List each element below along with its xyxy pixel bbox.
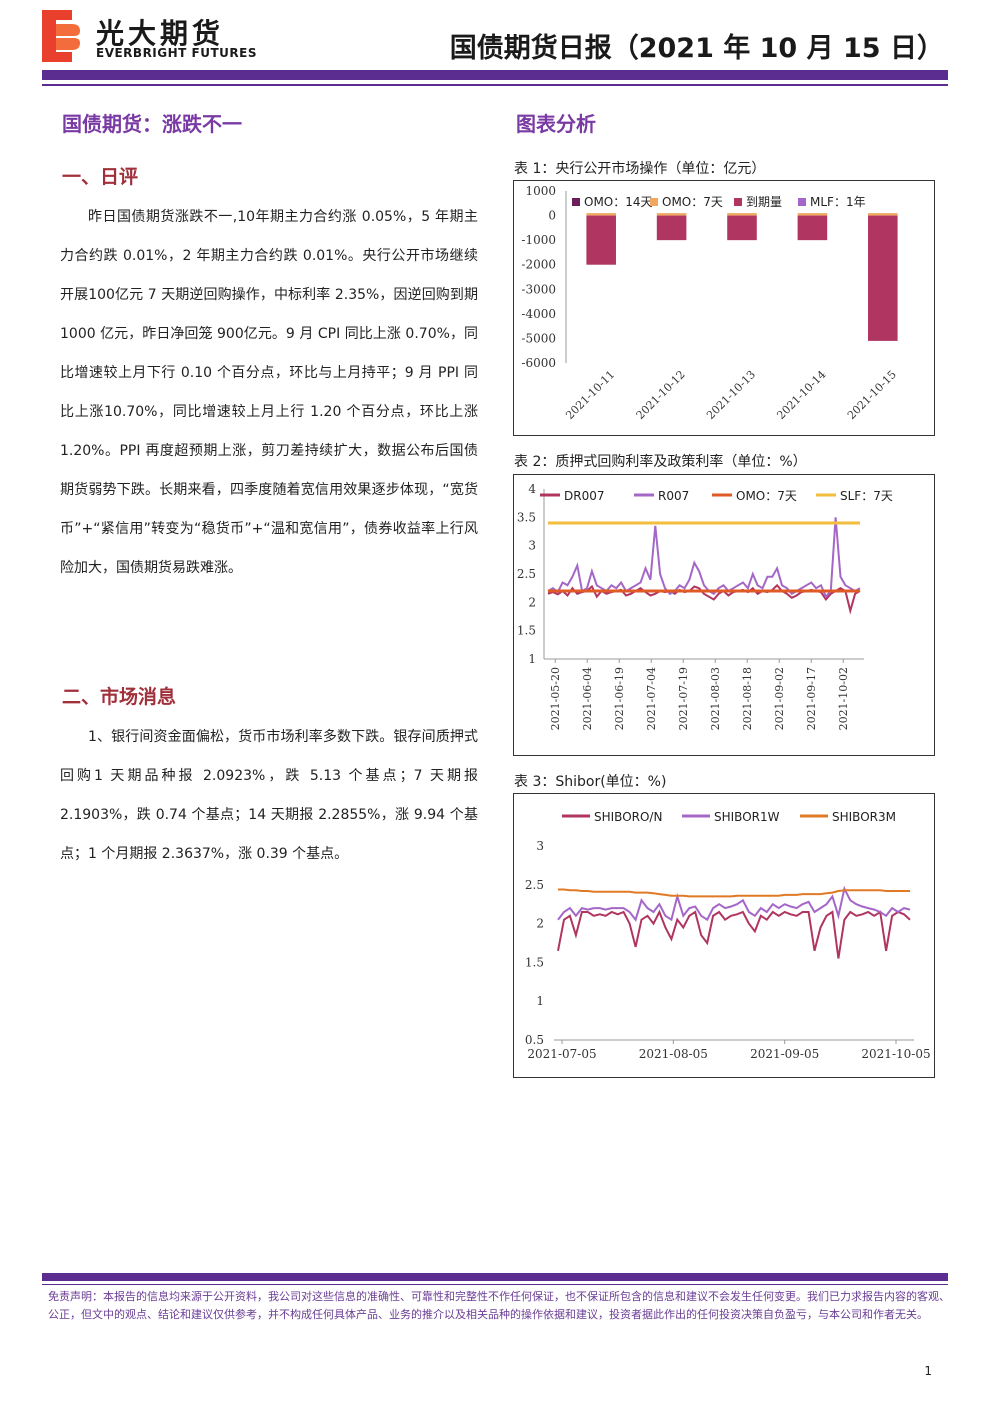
chart2-y-tick-label: 2 [528, 595, 536, 609]
chart2-x-tick-label: 2021-06-19 [613, 667, 626, 730]
chart1-bar [868, 213, 898, 216]
chart3-y-tick-label: 1 [536, 994, 544, 1008]
header-divider-bar [42, 70, 948, 80]
chart3-y-tick-label: 2.5 [525, 878, 544, 892]
chart2-x-tick-label: 2021-07-04 [645, 667, 658, 730]
chart3-y-tick-label: 1.5 [525, 955, 544, 969]
logo-english-name: EVERBRIGHT FUTURES [96, 46, 257, 60]
chart2-x-tick-label: 2021-05-20 [549, 667, 562, 730]
chart2-y-tick-label: 3.5 [517, 510, 536, 524]
chart1-legend-label: OMO：14天 [584, 195, 653, 209]
chart3-legend-label: SHIBOR1W [714, 810, 780, 824]
chart2-x-tick-label: 2021-06-04 [581, 667, 594, 730]
chart1-y-tick-label: -1000 [521, 233, 556, 247]
chart3-legend-label: SHIBORO/N [594, 810, 662, 824]
chart-analysis-title: 图表分析 [516, 112, 596, 136]
chart2-legend-label: OMO：7天 [736, 489, 797, 503]
chart1-bar [797, 215, 828, 241]
chart2-repo-policy-rates: 4 3.5 3 2.5 2 1.5 1 2021-05-20 2021-06-04 2021-06… [513, 474, 935, 756]
chart1-bar [656, 215, 687, 241]
chart3-x-tick-label: 2021-10-05 [861, 1047, 930, 1061]
chart3-shibor: 3 2.5 2 1.5 1 0.5 2021-07-05 2021-08-05 2021-09-… [513, 793, 935, 1078]
chart2-y-tick-label: 2.5 [517, 567, 536, 581]
chart3-series-line [557, 909, 911, 959]
market-news-text: 1、银行间资金面偏松，货币市场利率多数下跌。银存间质押式回购1 天期品种报 2.… [60, 729, 478, 862]
chart2-x-tick-label: 2021-09-17 [805, 667, 818, 730]
daily-review-text: 昨日国债期货涨跌不一,10年期主力合约涨 0.05%，5 年期主力合约跌 0.0… [60, 209, 478, 576]
chart2-caption: 表 2：质押式回购利率及政策利率（单位：%） [514, 454, 807, 470]
chart1-legend-label: 到期量 [746, 195, 782, 209]
chart1-y-tick-label: 1000 [525, 184, 556, 198]
chart2-legend-label: DR007 [564, 489, 604, 503]
chart1-bar [727, 213, 757, 216]
chart2-legend-label: R007 [658, 489, 689, 503]
page-number: 1 [924, 1364, 932, 1378]
chart1-svg: 1000 0 -1000 -2000 -3000 -4000 -5000 -6000 2021-… [521, 184, 899, 422]
chart1-x-tick-label: 2021-10-12 [634, 368, 688, 422]
chart1-legend-swatch [734, 198, 742, 206]
chart3-x-tick-label: 2021-07-05 [527, 1047, 596, 1061]
chart2-x-tick-label: 2021-08-18 [741, 667, 754, 730]
chart3-legend-label: SHIBOR3M [832, 810, 896, 824]
report-title: 国债期货日报（2021 年 10 月 15 日） [449, 33, 944, 64]
footer-divider-bar [42, 1273, 948, 1281]
chart1-bar [586, 215, 616, 265]
chart2-y-tick-label: 3 [528, 539, 536, 553]
chart3-x-tick-label: 2021-08-05 [639, 1047, 708, 1061]
chart1-bar [797, 213, 828, 216]
section-market-news-title: 二、市场消息 [62, 686, 177, 708]
chart1-y-tick-label: -4000 [521, 307, 556, 321]
chart1-legend-swatch [572, 198, 580, 206]
disclaimer-text: 免责声明：本报告的信息均来源于公开资料，我公司对这些信息的准确性、可靠性和完整性… [48, 1290, 950, 1321]
chart1-bar [586, 213, 616, 216]
chart1-legend-swatch [650, 198, 658, 206]
chart3-y-tick-label: 2 [536, 917, 544, 931]
chart2-legend-label: SLF：7天 [840, 489, 893, 503]
chart1-y-tick-label: -6000 [521, 356, 556, 370]
chart3-y-tick-label: 0.5 [525, 1033, 544, 1047]
chart2-x-tick-label: 2021-09-02 [773, 667, 786, 730]
chart1-legend-label: MLF：1年 [810, 195, 866, 209]
logo-chinese-name: 光大期货 [96, 17, 225, 50]
chart1-x-tick-label: 2021-10-14 [774, 368, 828, 422]
chart1-bar [868, 215, 898, 341]
chart3-y-tick-label: 3 [536, 839, 544, 853]
chart2-x-tick-label: 2021-08-03 [709, 667, 722, 730]
chart2-x-tick-label: 2021-10-02 [837, 667, 850, 730]
chart2-y-tick-label: 1 [528, 652, 536, 666]
chart2-x-tick-label: 2021-07-19 [677, 667, 690, 730]
chart1-caption: 表 1：央行公开市场操作（单位：亿元） [514, 161, 766, 177]
chart1-x-tick-label: 2021-10-11 [563, 368, 617, 422]
chart1-y-tick-label: -5000 [521, 331, 556, 345]
chart1-y-tick-label: -2000 [521, 258, 556, 272]
header-divider-line [42, 84, 948, 86]
chart1-bar [656, 213, 687, 216]
chart2-y-tick-label: 1.5 [517, 624, 536, 638]
logo-mark-icon [42, 10, 82, 62]
chart1-x-tick-label: 2021-10-13 [704, 368, 758, 422]
chart3-series-line [557, 885, 911, 922]
chart1-y-tick-label: -3000 [521, 282, 556, 296]
chart3-x-tick-label: 2021-09-05 [750, 1047, 819, 1061]
chart1-y-tick-label: 0 [548, 209, 556, 223]
chart1-bar [727, 215, 757, 241]
section-daily-review-title: 一、日评 [62, 166, 139, 188]
chart2-svg: 4 3.5 3 2.5 2 1.5 1 2021-05-20 2021-06-04 2021-06… [517, 482, 893, 730]
main-title: 国债期货：涨跌不一 [62, 112, 242, 136]
chart1-legend-label: OMO：7天 [662, 195, 723, 209]
chart1-open-market-operations: 1000 0 -1000 -2000 -3000 -4000 -5000 -6000 2021-… [513, 180, 935, 436]
footer-divider-line [42, 1284, 948, 1285]
chart1-legend-swatch [798, 198, 806, 206]
chart2-series-line [547, 517, 861, 599]
chart3-caption: 表 3：Shibor(单位：%) [514, 774, 667, 790]
chart1-x-tick-label: 2021-10-15 [845, 368, 899, 422]
chart3-series-line [558, 888, 910, 898]
chart2-series-line [547, 583, 861, 615]
chart2-y-tick-label: 4 [528, 482, 536, 496]
